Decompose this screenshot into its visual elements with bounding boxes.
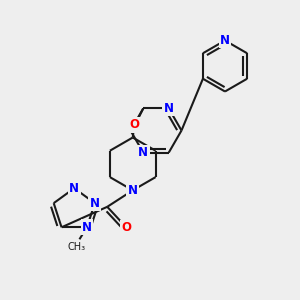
Text: N: N [128,184,138,197]
Text: N: N [90,196,100,210]
Text: N: N [82,221,92,234]
Text: N: N [220,34,230,47]
Text: CH₃: CH₃ [68,242,85,252]
Text: O: O [129,118,139,131]
Text: N: N [138,146,148,159]
Text: O: O [122,221,132,234]
Text: N: N [69,182,79,195]
Text: N: N [164,102,174,115]
